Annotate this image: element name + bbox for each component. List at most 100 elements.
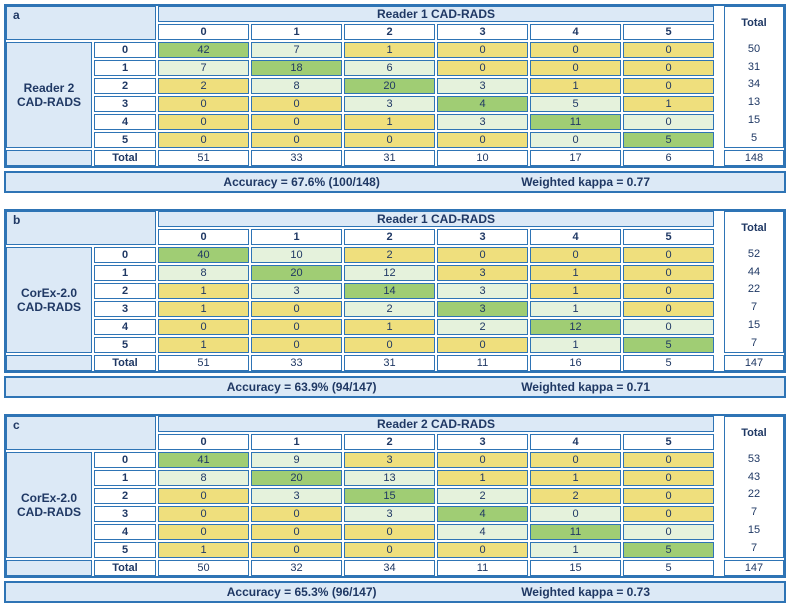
panel-c-column-group-header: Reader 2 CAD-RADS <box>158 416 714 432</box>
panel-b-cell-r2c1: 3 <box>251 283 342 299</box>
panel-a-cell-r1c4: 0 <box>530 60 621 76</box>
panel-c-cell-r4c5: 0 <box>623 524 714 540</box>
panel-b-row-totals-box: Total 52 44 22 7 15 7 <box>724 211 784 353</box>
panel-c-row-3-total: 7 <box>750 506 758 519</box>
row-group-header-line1: CorEx-2.0 <box>20 286 78 300</box>
panel-a-row-0-total: 50 <box>747 42 761 55</box>
panel-c-col-1-total: 32 <box>251 560 342 576</box>
panel-a-row-1-total: 31 <box>747 60 761 73</box>
panel-c-cell-r2c2: 15 <box>344 488 435 504</box>
panel-b-cell-r1c4: 1 <box>530 265 621 281</box>
panel-a-col-header-4: 4 <box>530 24 621 40</box>
panel-b-col-0-total: 51 <box>158 355 249 371</box>
panel-a-cell-r5c1: 0 <box>251 132 342 148</box>
panel-c-cell-r4c3: 4 <box>437 524 528 540</box>
panel-a-cell-r5c3: 0 <box>437 132 528 148</box>
panel-b-col-header-2: 2 <box>344 229 435 245</box>
panel-a-cell-r5c2: 0 <box>344 132 435 148</box>
panel-c-cell-r0c0: 41 <box>158 452 249 468</box>
panel-a-row-4-total: 15 <box>747 113 761 126</box>
panel-c-col-0-total: 50 <box>158 560 249 576</box>
panel-b-col-header-3: 3 <box>437 229 528 245</box>
row-group-header-line2: CAD-RADS <box>17 300 81 314</box>
row-group-header-line1: Reader 2 <box>23 81 75 95</box>
panel-b-cell-r2c3: 3 <box>437 283 528 299</box>
panel-a-cell-r1c1: 18 <box>251 60 342 76</box>
panel-a-cell-r3c5: 1 <box>623 96 714 112</box>
row-group-header-line2: CAD-RADS <box>17 95 81 109</box>
panel-c-cell-r5c2: 0 <box>344 542 435 558</box>
panel-b-cell-r0c0: 40 <box>158 247 249 263</box>
panel-b-matrix-table: b Reader 1 CAD-RADS 0 1 2 3 4 5 Total 52 44 22 7 15 7… <box>4 209 786 373</box>
panel-c-stats-bar: Accuracy = 65.3% (96/147) Weighted kappa… <box>4 581 786 603</box>
panel-b-cell-r3c2: 2 <box>344 301 435 317</box>
panel-c-cell-r0c2: 3 <box>344 452 435 468</box>
panel-b-cell-r5c0: 1 <box>158 337 249 353</box>
panel-c-cell-r5c3: 0 <box>437 542 528 558</box>
panel-c-cell-r1c4: 1 <box>530 470 621 486</box>
panel-b-grand-total: 147 <box>724 355 784 371</box>
panel-a-cell-r0c5: 0 <box>623 42 714 58</box>
panel-b-row-header-4: 4 <box>94 319 156 335</box>
panel-c-cell-r2c3: 2 <box>437 488 528 504</box>
panel-a-row-header-0: 0 <box>94 42 156 58</box>
panel-b-row-header-3: 3 <box>94 301 156 317</box>
panel-b-cell-r0c1: 10 <box>251 247 342 263</box>
panel-a-cell-r2c3: 3 <box>437 78 528 94</box>
panel-b: b Reader 1 CAD-RADS 0 1 2 3 4 5 Total 52 44 22 7 15 7… <box>4 209 786 398</box>
panel-c-total-row-label: Total <box>94 560 156 576</box>
panel-b-col-5-total: 5 <box>623 355 714 371</box>
panel-b-cell-r0c5: 0 <box>623 247 714 263</box>
panel-c-cell-r2c1: 3 <box>251 488 342 504</box>
panel-b-cell-r1c2: 12 <box>344 265 435 281</box>
panel-c-cell-r4c0: 0 <box>158 524 249 540</box>
panel-a-letter: a <box>6 6 156 40</box>
panel-a-col-header-1: 1 <box>251 24 342 40</box>
panel-c-col-header-1: 1 <box>251 434 342 450</box>
panel-a-cell-r2c5: 0 <box>623 78 714 94</box>
panel-b-cell-r0c3: 0 <box>437 247 528 263</box>
panel-a-col-4-total: 17 <box>530 150 621 166</box>
panel-a-cell-r3c2: 3 <box>344 96 435 112</box>
panel-b-cell-r4c5: 0 <box>623 319 714 335</box>
total-column-header: Total <box>741 222 767 235</box>
panel-b-cell-r1c1: 20 <box>251 265 342 281</box>
panel-a-row-2-total: 34 <box>747 78 761 91</box>
panel-a-col-header-5: 5 <box>623 24 714 40</box>
panel-c-row-1-total: 43 <box>747 470 761 483</box>
panel-b-total-row-label: Total <box>94 355 156 371</box>
panel-b-row-1-total: 44 <box>747 265 761 278</box>
accuracy-text: Accuracy = 65.3% (96/147) <box>226 585 377 599</box>
panel-b-total-row-spacer <box>6 355 92 371</box>
panel-c-col-2-total: 34 <box>344 560 435 576</box>
panel-b-column-group-header: Reader 1 CAD-RADS <box>158 211 714 227</box>
panel-b-col-header-1: 1 <box>251 229 342 245</box>
panel-c-cell-r3c0: 0 <box>158 506 249 522</box>
panel-c-cell-r3c1: 0 <box>251 506 342 522</box>
panel-b-cell-r4c1: 0 <box>251 319 342 335</box>
panel-c-col-header-0: 0 <box>158 434 249 450</box>
panel-c-cell-r0c1: 9 <box>251 452 342 468</box>
panel-b-cell-r3c4: 1 <box>530 301 621 317</box>
panel-a-total-row-label: Total <box>94 150 156 166</box>
panel-c-row-5-total: 7 <box>750 541 758 554</box>
panel-a-cell-r0c2: 1 <box>344 42 435 58</box>
panel-a-cell-r2c2: 20 <box>344 78 435 94</box>
panel-b-row-2-total: 22 <box>747 283 761 296</box>
panel-a-cell-r0c3: 0 <box>437 42 528 58</box>
panel-c-cell-r5c5: 5 <box>623 542 714 558</box>
panel-a-col-5-total: 6 <box>623 150 714 166</box>
panel-a-total-row-spacer <box>6 150 92 166</box>
panel-b-col-header-4: 4 <box>530 229 621 245</box>
panel-b-cell-r2c5: 0 <box>623 283 714 299</box>
panel-a-cell-r3c0: 0 <box>158 96 249 112</box>
panel-c-row-header-0: 0 <box>94 452 156 468</box>
panel-b-col-3-total: 11 <box>437 355 528 371</box>
panel-b-row-header-2: 2 <box>94 283 156 299</box>
panel-b-cell-r4c3: 2 <box>437 319 528 335</box>
panel-c-cell-r4c4: 11 <box>530 524 621 540</box>
panel-a-row-group-header: Reader 2 CAD-RADS <box>6 42 92 148</box>
panel-b-row-3-total: 7 <box>750 301 758 314</box>
panel-c-row-header-4: 4 <box>94 524 156 540</box>
panel-b-col-2-total: 31 <box>344 355 435 371</box>
